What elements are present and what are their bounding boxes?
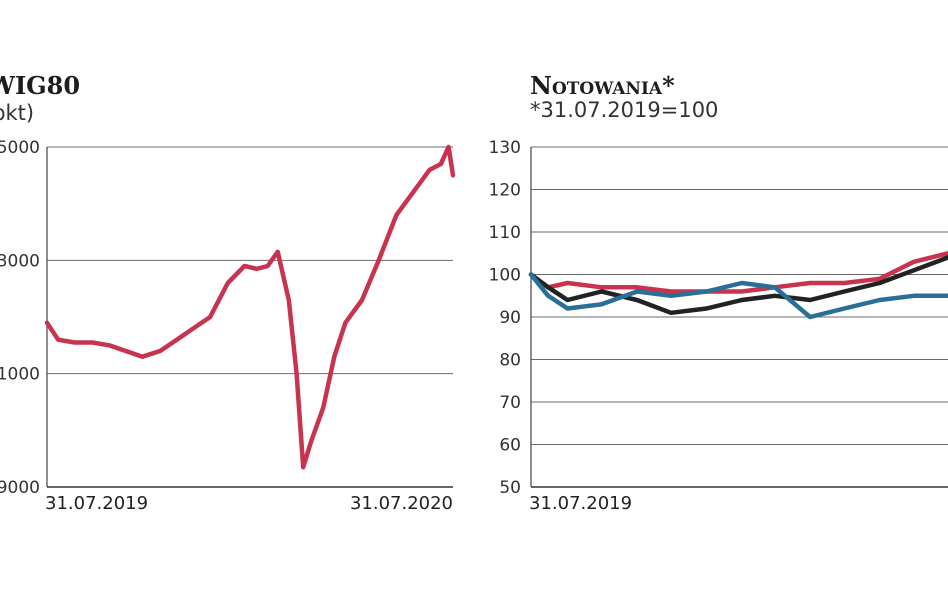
chart1-y-tick-label: 11000 [0,365,40,385]
chart2-y-tick-label: 120 [489,181,521,201]
chart2-series-line-3 [528,272,948,320]
chart1-y-tick-label: 13000 [0,251,40,271]
chart1-y-tick-label: 15000 [0,138,40,158]
chart1-subtitle: (pkt) [0,101,35,125]
chart1-x-tick-label: 31.07.2020 [350,493,453,514]
chart2-y-tick-label: 130 [489,138,521,158]
chart2-y-tick-label: 90 [499,308,521,328]
chart2-x-tick-label: 31.07.2019 [529,493,632,514]
chart2-series-line-1 [528,251,948,294]
chart1-x-tick-label: 31.07.2019 [45,493,148,514]
chart1-y-tick-label: 9000 [0,478,40,498]
chart2-series-line-2 [528,255,948,316]
chart2-title: Notowania* [530,71,675,100]
chart1-series-line-1 [44,144,456,470]
chart2-y-tick-label: 110 [489,223,521,243]
chart2-subtitle: *31.07.2019=100 [530,98,719,122]
chart2-y-tick-label: 100 [489,266,521,286]
chart2-y-tick-label: 60 [499,436,521,456]
chart2-y-tick-label: 80 [499,351,521,371]
chart2-y-tick-label: 70 [499,393,521,413]
chart2-y-tick-label: 50 [499,478,521,498]
chart1-title: WIG80 [0,71,81,100]
